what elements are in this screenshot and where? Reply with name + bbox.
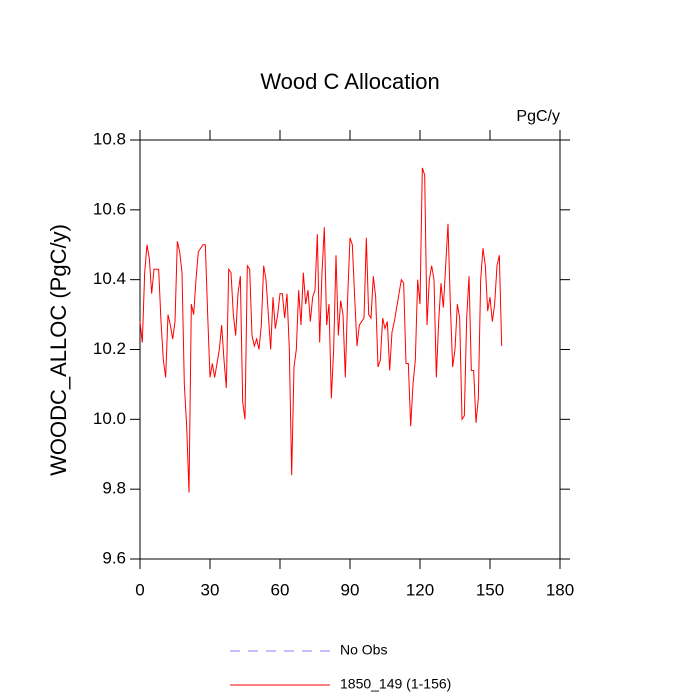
y-axis-label: WOODC_ALLOC (PgC/y) [46, 224, 71, 476]
y-tick-label: 9.6 [102, 548, 126, 567]
x-tick-label: 0 [135, 580, 144, 599]
plot-frame [139, 139, 561, 560]
y-tick-label: 10.0 [93, 409, 126, 428]
y-tick-label: 9.8 [102, 479, 126, 498]
x-tick-label: 60 [271, 580, 290, 599]
x-tick-label: 150 [476, 580, 504, 599]
x-tick-label: 90 [341, 580, 360, 599]
y-tick-label: 10.2 [93, 339, 126, 358]
legend-label: 1850_149 (1-156) [340, 676, 451, 692]
x-tick-label: 180 [546, 580, 574, 599]
y-tick-label: 10.6 [93, 199, 126, 218]
data-line [139, 167, 503, 493]
units-label: PgC/y [516, 108, 560, 125]
y-tick-label: 10.4 [93, 269, 126, 288]
legend-label: No Obs [340, 642, 387, 658]
x-tick-label: 30 [201, 580, 220, 599]
y-tick-label: 10.8 [93, 129, 126, 148]
x-tick-label: 120 [406, 580, 434, 599]
chart-title: Wood C Allocation [260, 69, 439, 94]
